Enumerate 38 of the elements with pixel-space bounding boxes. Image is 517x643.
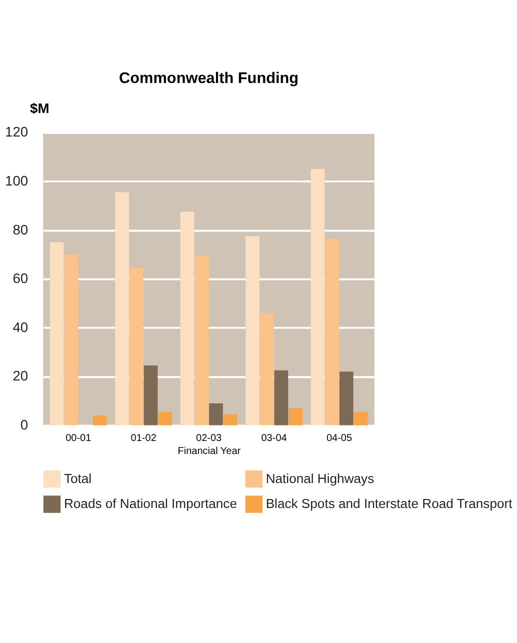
bar bbox=[92, 416, 107, 426]
bar bbox=[180, 212, 194, 426]
y-tick-label: 120 bbox=[5, 124, 28, 140]
y-tick-label: 60 bbox=[12, 270, 28, 286]
bar bbox=[260, 313, 274, 426]
bar bbox=[274, 370, 288, 426]
y-tick-label: 20 bbox=[12, 368, 28, 384]
bar bbox=[209, 403, 223, 426]
y-tick-label: 80 bbox=[12, 221, 28, 238]
bar bbox=[325, 238, 339, 426]
y-tick-label: 40 bbox=[12, 318, 28, 335]
chart-title: Commonwealth Funding bbox=[119, 70, 299, 88]
bar bbox=[339, 372, 354, 426]
y-tick-label: 100 bbox=[5, 172, 28, 189]
bar bbox=[194, 256, 209, 426]
bar bbox=[144, 366, 158, 426]
x-axis-title: Financial Year bbox=[178, 446, 242, 458]
bar bbox=[115, 192, 129, 426]
bar bbox=[288, 408, 302, 426]
bar bbox=[64, 254, 78, 426]
x-tick-label: 03-04 bbox=[261, 433, 288, 444]
legend-label: Black Spots and Interstate Road Transport bbox=[266, 496, 513, 512]
bar bbox=[354, 412, 368, 426]
legend-label: Total bbox=[64, 470, 92, 486]
x-tick-label: 00-01 bbox=[66, 433, 92, 444]
x-tick-label: 04-05 bbox=[326, 433, 352, 444]
bar bbox=[129, 268, 144, 426]
bar bbox=[310, 169, 325, 426]
bar bbox=[158, 412, 172, 426]
bar bbox=[223, 414, 238, 426]
x-tick-label: 01-02 bbox=[130, 433, 157, 444]
bar bbox=[246, 236, 260, 426]
y-axis-title: $M bbox=[30, 100, 50, 116]
x-tick-label: 02-03 bbox=[196, 433, 222, 444]
legend-label: Roads of National Importance bbox=[64, 496, 237, 512]
y-tick-label: 0 bbox=[20, 416, 28, 433]
bar bbox=[50, 242, 64, 426]
legend-label: National Highways bbox=[266, 470, 375, 486]
